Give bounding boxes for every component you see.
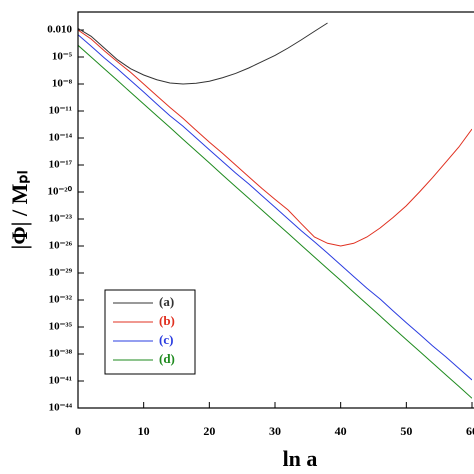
legend-label: (b) xyxy=(159,313,175,328)
y-tick-label: 10⁻¹⁷ xyxy=(49,159,73,171)
legend-label: (a) xyxy=(159,294,174,309)
y-axis-label: |Φ| / Mₚₗ xyxy=(7,171,32,250)
x-tick-label: 50 xyxy=(400,424,412,438)
y-tick-label: 10⁻³⁸ xyxy=(49,348,73,360)
y-tick-label: 10⁻⁴¹ xyxy=(49,375,72,387)
x-tick-label: 40 xyxy=(335,424,347,438)
series-line xyxy=(78,29,472,247)
legend-label: (c) xyxy=(159,332,173,347)
y-tick-label: 10⁻³⁵ xyxy=(49,321,73,333)
y-tick-label: 10⁻¹¹ xyxy=(49,105,72,117)
legend-label: (d) xyxy=(159,351,175,366)
y-tick-label: 0.010 xyxy=(47,24,72,36)
y-tick-label: 10⁻²⁹ xyxy=(49,267,73,279)
y-tick-label: 10⁻¹⁴ xyxy=(49,132,73,144)
y-tick-label: 10⁻²⁶ xyxy=(49,240,73,252)
x-tick-label: 0 xyxy=(75,424,81,438)
series-line xyxy=(78,34,472,381)
series-line xyxy=(78,22,328,85)
y-tick-label: 10⁻²⁰ xyxy=(47,186,72,198)
series-line xyxy=(78,44,472,399)
x-tick-label: 20 xyxy=(203,424,215,438)
plot-lines xyxy=(78,22,472,399)
y-tick-label: 10⁻⁸ xyxy=(52,78,73,90)
y-tick-label: 10⁻⁴⁴ xyxy=(49,402,73,414)
y-tick-label: 10⁻²³ xyxy=(49,213,73,225)
y-tick-label: 10⁻⁵ xyxy=(52,51,73,63)
y-tick-label: 10⁻³² xyxy=(49,294,73,306)
x-tick-label: 60 xyxy=(466,424,474,438)
x-axis-label: ln a xyxy=(283,446,318,471)
plot-frame xyxy=(77,11,474,409)
x-tick-label: 30 xyxy=(269,424,281,438)
x-tick-label: 10 xyxy=(138,424,150,438)
